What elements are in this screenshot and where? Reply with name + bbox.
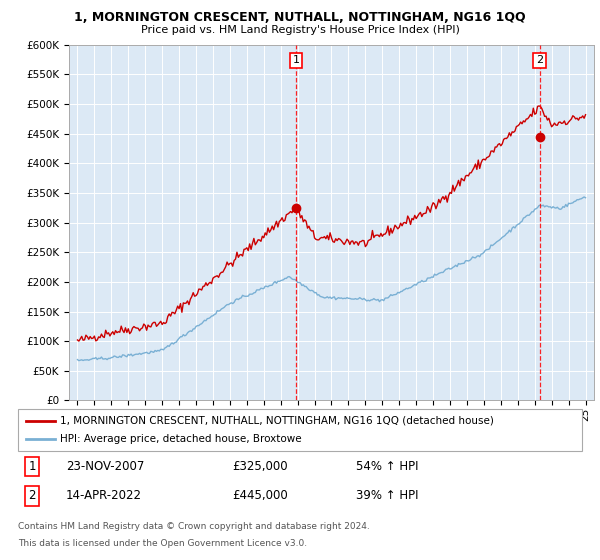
Text: 23-NOV-2007: 23-NOV-2007 [66, 460, 145, 473]
Text: 1, MORNINGTON CRESCENT, NUTHALL, NOTTINGHAM, NG16 1QQ: 1, MORNINGTON CRESCENT, NUTHALL, NOTTING… [74, 11, 526, 24]
Text: 39% ↑ HPI: 39% ↑ HPI [356, 489, 419, 502]
Text: HPI: Average price, detached house, Broxtowe: HPI: Average price, detached house, Brox… [60, 434, 302, 444]
Text: 54% ↑ HPI: 54% ↑ HPI [356, 460, 419, 473]
Text: Contains HM Land Registry data © Crown copyright and database right 2024.: Contains HM Land Registry data © Crown c… [18, 522, 370, 531]
Text: 2: 2 [536, 55, 544, 66]
Text: £325,000: £325,000 [232, 460, 288, 473]
Text: This data is licensed under the Open Government Licence v3.0.: This data is licensed under the Open Gov… [18, 539, 307, 548]
Text: 1: 1 [28, 460, 36, 473]
Text: £445,000: £445,000 [232, 489, 288, 502]
Text: 14-APR-2022: 14-APR-2022 [66, 489, 142, 502]
FancyBboxPatch shape [18, 409, 582, 451]
Text: 2: 2 [28, 489, 36, 502]
Text: 1, MORNINGTON CRESCENT, NUTHALL, NOTTINGHAM, NG16 1QQ (detached house): 1, MORNINGTON CRESCENT, NUTHALL, NOTTING… [60, 416, 494, 426]
Text: 1: 1 [292, 55, 299, 66]
Text: Price paid vs. HM Land Registry's House Price Index (HPI): Price paid vs. HM Land Registry's House … [140, 25, 460, 35]
